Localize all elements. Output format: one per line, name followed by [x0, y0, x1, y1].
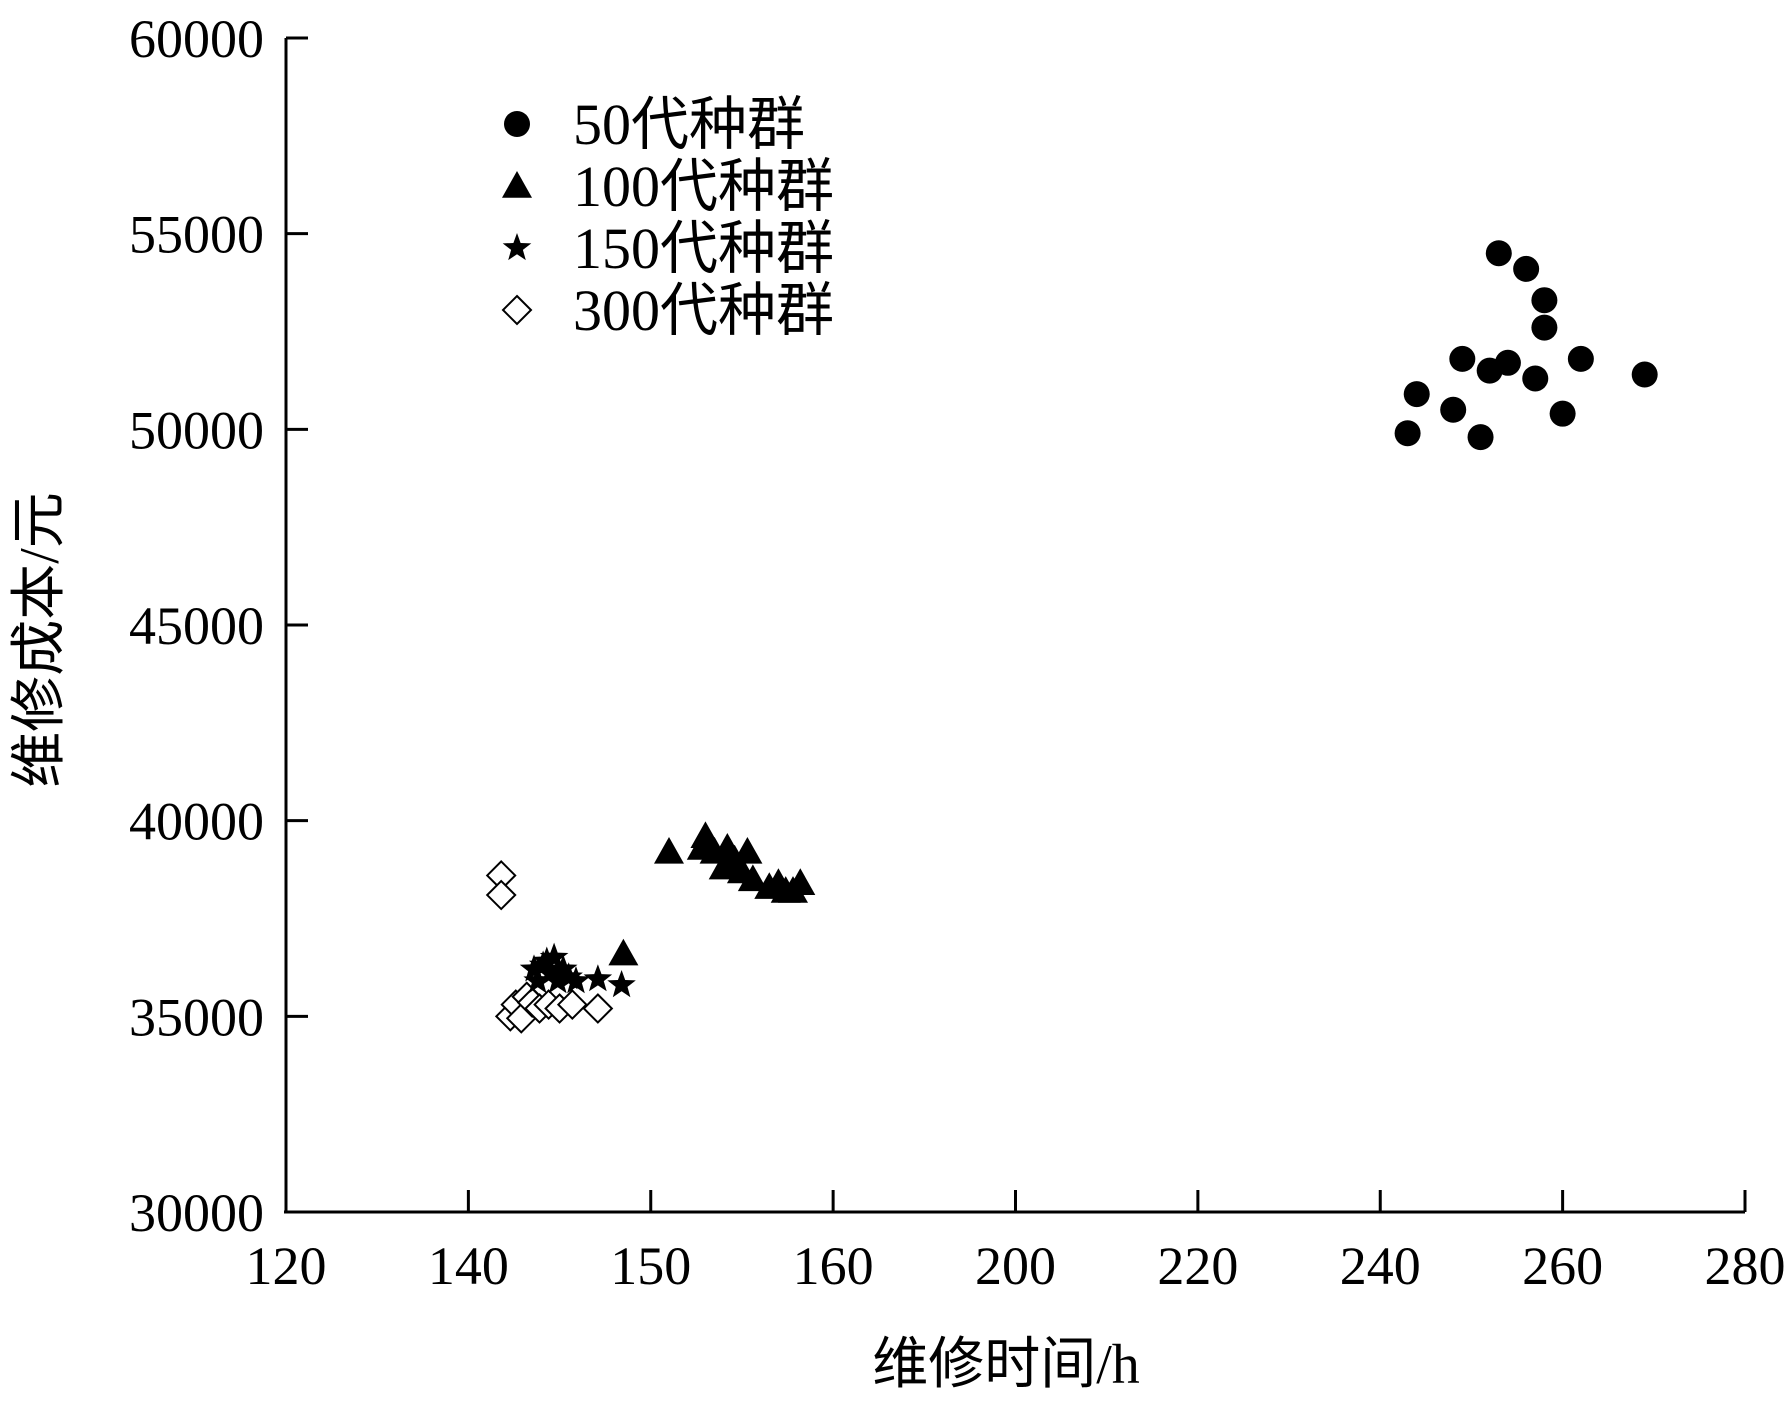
- legend-label: 300代种群: [573, 278, 834, 343]
- data-point-circle: [1522, 365, 1549, 392]
- data-point-star: [539, 942, 569, 970]
- y-tick-label: 40000: [129, 792, 264, 852]
- y-ticks: 30000 35000 40000 45000 50000 55000 60000: [129, 9, 308, 1243]
- data-points: [485, 240, 1658, 1034]
- x-tick-label: 240: [1340, 1236, 1421, 1296]
- axes: [284, 38, 1745, 1214]
- legend-marker-star: [502, 233, 532, 261]
- x-axis-label: 维修时间/h: [872, 1334, 1140, 1396]
- x-tick-label: 280: [1705, 1236, 1786, 1296]
- data-point-circle: [1567, 345, 1594, 372]
- data-point-triangle: [732, 836, 763, 864]
- legend-marker-diamond: [501, 294, 533, 326]
- y-tick-label: 45000: [129, 596, 264, 656]
- data-point-star: [536, 958, 565, 986]
- data-point-triangle: [608, 938, 639, 966]
- legend-label: 100代种群: [573, 154, 834, 219]
- data-point-star: [607, 970, 636, 998]
- data-point-star: [543, 966, 572, 994]
- legend-marker-circle: [504, 111, 530, 137]
- x-tick-label: 200: [975, 1236, 1056, 1296]
- legend-label: 50代种群: [573, 92, 805, 157]
- data-point-triangle: [653, 836, 684, 864]
- data-point-circle: [1531, 287, 1558, 314]
- data-point-star: [523, 966, 552, 994]
- x-ticks: 120 140 150 160 200 220 240 260 280: [246, 1190, 1786, 1296]
- x-tick-label: 150: [610, 1236, 691, 1296]
- data-point-circle: [1403, 381, 1430, 408]
- data-point-star: [548, 954, 578, 982]
- legend-label: 150代种群: [573, 216, 834, 281]
- x-tick-label: 120: [246, 1236, 327, 1296]
- data-point-triangle: [785, 868, 816, 895]
- data-point-diamond: [582, 993, 614, 1024]
- x-tick-label: 260: [1522, 1236, 1603, 1296]
- data-point-triangle: [737, 864, 768, 892]
- data-point-star: [554, 962, 583, 990]
- data-point-diamond: [485, 879, 517, 911]
- y-tick-label: 30000: [129, 1183, 264, 1243]
- x-tick-label: 140: [428, 1236, 509, 1296]
- data-point-star: [519, 954, 549, 982]
- data-point-circle: [1631, 361, 1658, 388]
- data-point-star: [583, 964, 613, 992]
- data-point-circle: [1494, 349, 1521, 376]
- data-point-circle: [1531, 314, 1558, 341]
- data-point-circle: [1440, 396, 1467, 423]
- data-point-circle: [1394, 420, 1421, 447]
- data-point-diamond: [556, 989, 588, 1021]
- data-point-star: [561, 966, 591, 994]
- y-tick-label: 60000: [129, 9, 264, 69]
- data-point-circle: [1549, 400, 1576, 427]
- data-point-star: [532, 946, 562, 974]
- y-tick-label: 55000: [129, 205, 264, 265]
- y-axis-label: 维修成本/元: [9, 492, 71, 788]
- x-tick-label: 160: [793, 1236, 874, 1296]
- data-point-circle: [1485, 240, 1512, 267]
- data-point-circle: [1449, 345, 1476, 372]
- data-point-circle: [1467, 424, 1494, 451]
- y-tick-label: 35000: [129, 987, 264, 1047]
- y-tick-label: 50000: [129, 400, 264, 460]
- legend-marker-triangle: [502, 171, 532, 198]
- data-point-circle: [1513, 255, 1540, 282]
- x-tick-label: 220: [1157, 1236, 1238, 1296]
